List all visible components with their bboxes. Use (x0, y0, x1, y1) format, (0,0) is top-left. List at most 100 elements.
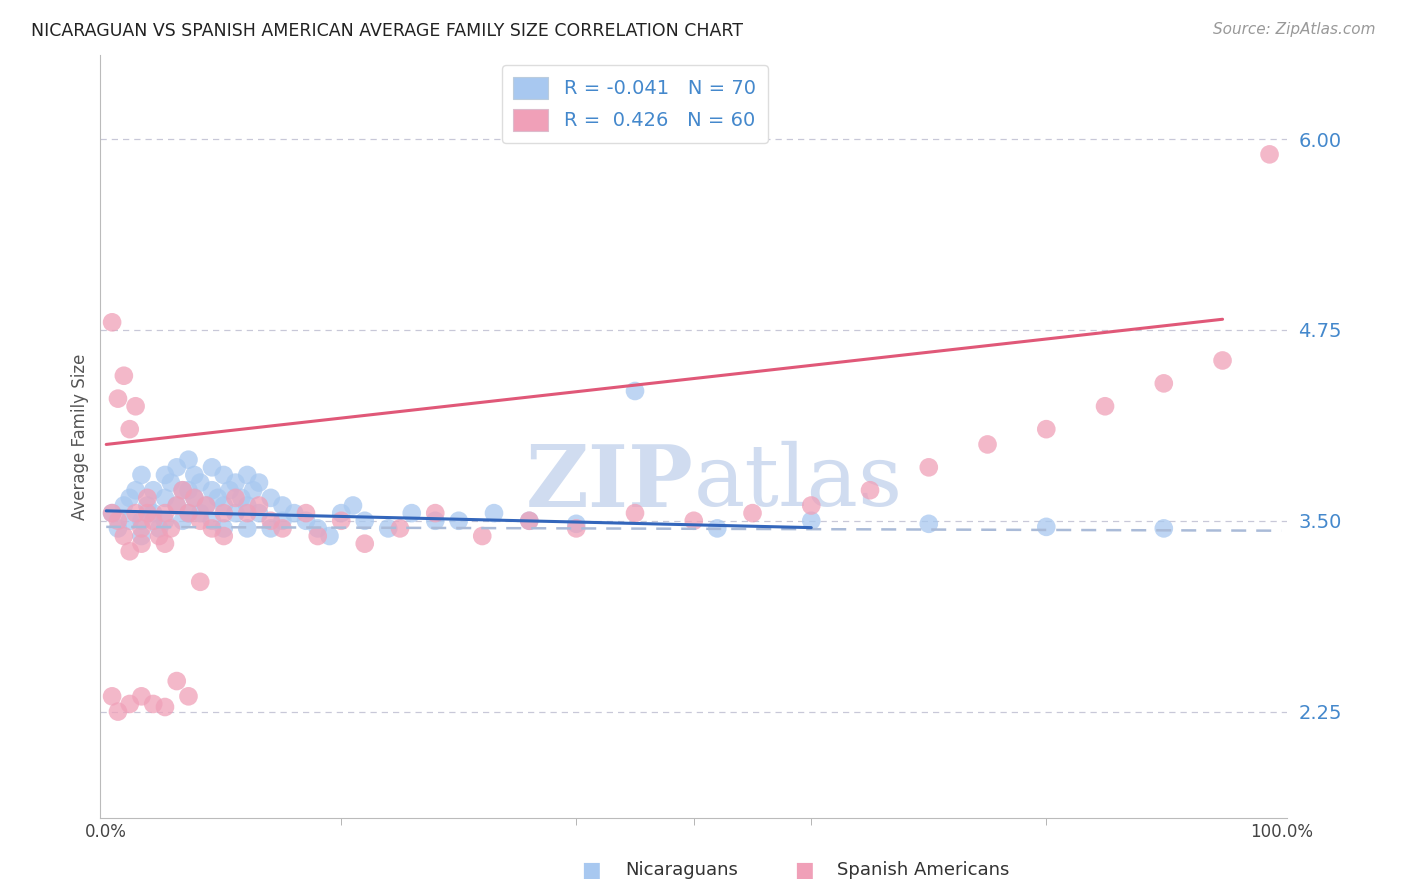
Point (918, 460, 941, 475)
Point (377, 521, 399, 535)
Point (624, 384, 647, 398)
Point (183, 491, 205, 505)
Point (131, 529, 153, 543)
Point (224, 506, 246, 520)
Y-axis label: Average Family Size: Average Family Size (72, 353, 89, 520)
Point (295, 506, 318, 520)
Point (107, 392, 129, 406)
Point (101, 315, 124, 329)
Point (212, 467, 235, 482)
Point (447, 514, 470, 528)
Point (166, 460, 188, 475)
Point (153, 514, 176, 528)
Point (271, 521, 294, 535)
Point (177, 452, 200, 467)
Point (142, 506, 165, 520)
Point (188, 506, 211, 520)
Point (342, 499, 364, 513)
Point (565, 516, 588, 531)
Point (142, 483, 165, 498)
Point (183, 491, 205, 505)
Point (682, 514, 704, 528)
Point (142, 697, 165, 711)
Text: Nicaraguans: Nicaraguans (626, 861, 738, 879)
Point (1212, 353, 1234, 368)
Point (177, 506, 200, 520)
Point (482, 506, 505, 520)
Text: ■: ■ (581, 860, 600, 880)
Point (118, 491, 141, 505)
Text: ZIP: ZIP (526, 441, 693, 524)
Point (201, 514, 224, 528)
Point (330, 514, 353, 528)
Point (153, 467, 176, 482)
Point (148, 529, 170, 543)
Point (177, 690, 200, 704)
Point (172, 514, 194, 528)
Point (517, 514, 540, 528)
Point (1035, 422, 1057, 436)
Point (201, 483, 224, 498)
Point (236, 467, 259, 482)
Point (1035, 520, 1057, 534)
Point (118, 544, 141, 558)
Point (212, 499, 235, 513)
Legend: R = -0.041   N = 70, R =  0.426   N = 60: R = -0.041 N = 70, R = 0.426 N = 60 (502, 65, 768, 143)
Point (142, 514, 165, 528)
Point (136, 491, 159, 505)
Point (207, 491, 229, 505)
Point (136, 499, 159, 513)
Point (153, 491, 176, 505)
Point (295, 514, 318, 528)
Point (195, 499, 218, 513)
Point (101, 506, 124, 520)
Point (741, 506, 763, 520)
Point (517, 514, 540, 528)
Point (131, 536, 153, 550)
Point (188, 514, 211, 528)
Point (107, 521, 129, 535)
Point (425, 514, 447, 528)
Point (800, 499, 823, 513)
Point (260, 514, 283, 528)
Point (247, 475, 270, 490)
Point (242, 483, 264, 498)
Point (131, 514, 153, 528)
Point (624, 506, 647, 520)
Point (201, 521, 224, 535)
Point (318, 529, 340, 543)
Point (118, 422, 141, 436)
Point (271, 514, 294, 528)
Point (401, 506, 423, 520)
Point (112, 499, 135, 513)
Point (160, 475, 183, 490)
Point (212, 506, 235, 520)
Point (283, 506, 305, 520)
Point (224, 491, 246, 505)
Point (353, 536, 375, 550)
Point (918, 516, 941, 531)
Point (1153, 521, 1175, 535)
Point (131, 467, 153, 482)
Point (231, 491, 253, 505)
Text: NICARAGUAN VS SPANISH AMERICAN AVERAGE FAMILY SIZE CORRELATION CHART: NICARAGUAN VS SPANISH AMERICAN AVERAGE F… (31, 22, 742, 40)
Point (1258, 147, 1281, 161)
Point (107, 514, 129, 528)
Point (859, 483, 882, 498)
Point (800, 514, 823, 528)
Point (307, 529, 329, 543)
Point (236, 506, 259, 520)
Point (706, 521, 728, 535)
Point (177, 483, 200, 498)
Point (330, 506, 353, 520)
Text: Source: ZipAtlas.com: Source: ZipAtlas.com (1212, 22, 1375, 37)
Point (976, 437, 998, 451)
Point (1094, 399, 1116, 413)
Text: ■: ■ (794, 860, 814, 880)
Point (1153, 376, 1175, 391)
Point (166, 499, 188, 513)
Point (224, 475, 246, 490)
Point (172, 483, 194, 498)
Point (136, 506, 159, 520)
Point (107, 705, 129, 719)
